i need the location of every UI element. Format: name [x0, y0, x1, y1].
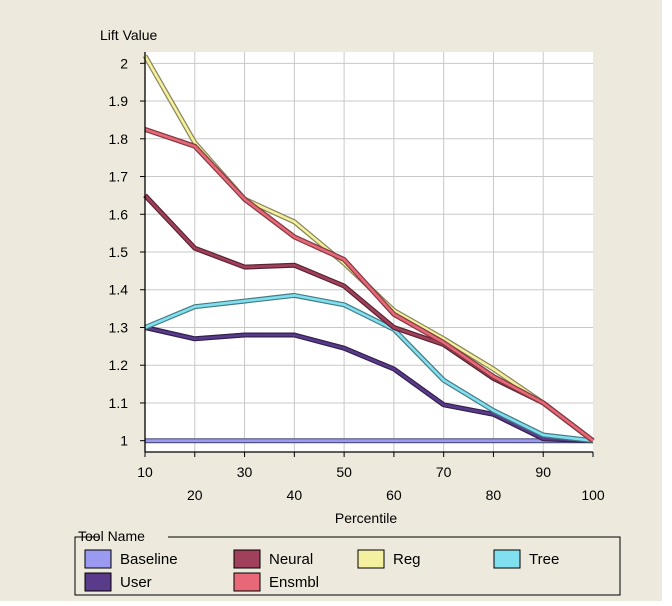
y-tick-label: 1.6 — [109, 206, 129, 222]
series-line — [144, 326, 594, 442]
legend-swatch — [84, 549, 112, 569]
x-tick-label: 10 — [137, 464, 153, 480]
series-line — [144, 128, 594, 442]
x-tick-label: 80 — [486, 487, 502, 503]
legend-swatch — [233, 572, 261, 592]
legend-swatch — [84, 572, 112, 592]
legend-label: Ensmbl — [269, 574, 319, 591]
y-tick-label: 1.1 — [109, 395, 129, 411]
y-tick-label: 1.3 — [109, 319, 129, 335]
y-tick-label: 1.4 — [109, 282, 129, 298]
x-axis-title: Percentile — [335, 510, 397, 526]
series-ensmbl — [144, 127, 595, 443]
x-tick-label: 20 — [187, 487, 203, 503]
legend-label: Tree — [529, 551, 559, 568]
legend-item-tree: Tree — [493, 549, 559, 569]
y-tick-label: 1.7 — [109, 169, 129, 185]
x-tick-label: 70 — [436, 464, 452, 480]
x-tick-label: 90 — [535, 464, 551, 480]
y-tick-label: 2 — [120, 55, 128, 71]
y-tick-label: 1.9 — [109, 93, 129, 109]
y-tick-label: 1.2 — [109, 357, 129, 373]
legend-swatch — [233, 549, 261, 569]
legend-label: User — [120, 574, 152, 591]
legend-label: Baseline — [120, 551, 178, 568]
series-line — [144, 294, 594, 442]
legend-title: Tool Name — [78, 528, 145, 544]
series-tree — [144, 292, 594, 444]
x-tick-label: 40 — [287, 487, 303, 503]
chart-canvas: 1 1.1 1.2 1.3 1.4 1.5 1.6 1.7 1.8 1.9 2 10 20 30 40 50… — [0, 0, 662, 601]
y-tick-label: 1 — [120, 433, 128, 449]
y-axis-title: Lift Value — [100, 27, 158, 43]
y-tick-label: 1.5 — [109, 244, 129, 260]
legend-frame — [74, 536, 621, 596]
legend-swatch — [493, 549, 521, 569]
series-user — [144, 325, 594, 444]
y-tick-label: 1.8 — [109, 131, 129, 147]
legend-swatch — [357, 549, 385, 569]
legend-item-neural: Neural — [233, 549, 313, 569]
x-tick-label: 30 — [237, 464, 253, 480]
legend-item-baseline: Baseline — [84, 549, 178, 569]
legend-item-ensmbl: Ensmbl — [233, 572, 319, 592]
lift-chart: 1 1.1 1.2 1.3 1.4 1.5 1.6 1.7 1.8 1.9 2 10 20 30 40 50… — [74, 27, 621, 596]
legend-item-reg: Reg — [357, 549, 421, 569]
legend-label: Neural — [269, 551, 313, 568]
legend-item-user: User — [84, 572, 152, 592]
legend: Tool Name Baseline Neural Reg Tree User Ensmb… — [74, 528, 621, 596]
legend-label: Reg — [393, 551, 421, 568]
x-tick-label: 100 — [581, 487, 605, 503]
x-tick-label: 60 — [386, 487, 402, 503]
x-tick-label: 50 — [336, 464, 352, 480]
